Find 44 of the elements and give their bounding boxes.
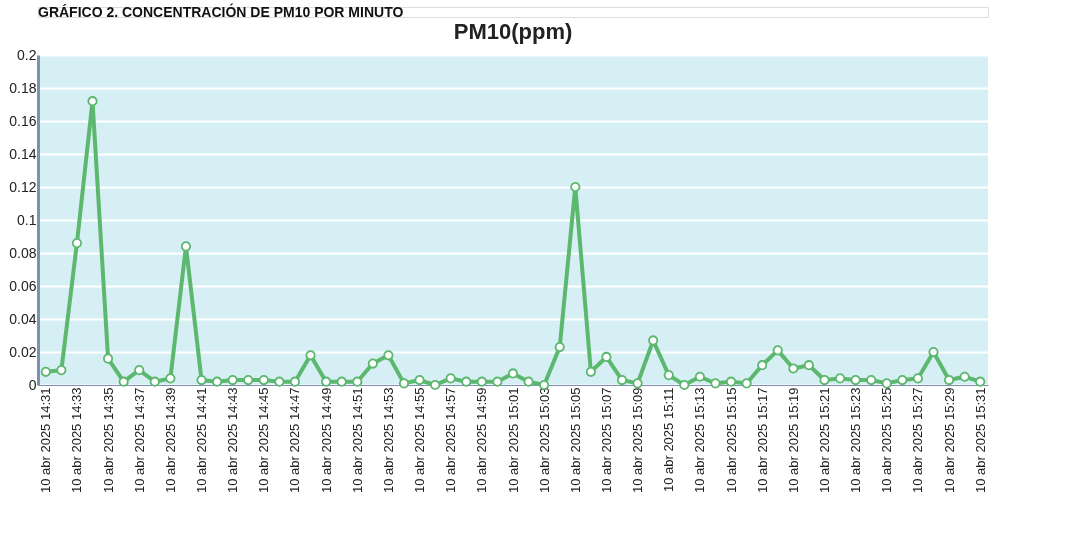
x-tick-label: 10 abr 2025 15:25 <box>879 387 895 494</box>
x-tick-label: 10 abr 2025 15:09 <box>630 387 646 494</box>
y-tick-label: 0.04 <box>9 310 37 327</box>
chart-title: PM10(ppm) <box>453 19 573 44</box>
x-tick-label: 10 abr 2025 14:59 <box>474 387 490 494</box>
x-tick-label: 10 abr 2025 15:07 <box>598 387 614 494</box>
x-tick-label: 10 abr 2025 15:29 <box>941 387 957 494</box>
x-tick-label: 10 abr 2025 15:13 <box>692 387 708 494</box>
x-tick-label: 10 abr 2025 14:31 <box>38 387 54 494</box>
x-tick-label: 10 abr 2025 14:41 <box>194 387 210 494</box>
y-tick-label: 0.2 <box>17 46 37 63</box>
x-tick-label: 10 abr 2025 14:33 <box>69 387 85 494</box>
x-tick-label: 10 abr 2025 14:57 <box>443 387 459 494</box>
x-tick-label: 10 abr 2025 15:05 <box>567 387 583 494</box>
x-tick-label: 10 abr 2025 14:37 <box>131 387 147 494</box>
x-tick-label: 10 abr 2025 15:17 <box>754 387 770 494</box>
y-tick-label: 0.18 <box>9 79 37 96</box>
x-tick-label: 10 abr 2025 15:19 <box>785 387 801 494</box>
x-tick-label: 10 abr 2025 15:11 <box>661 387 677 493</box>
x-tick-label: 10 abr 2025 14:39 <box>162 387 178 494</box>
y-tick-label: 0.12 <box>9 178 37 195</box>
x-tick-label: 10 abr 2025 15:23 <box>848 387 864 494</box>
y-tick-label: 0 <box>28 376 37 393</box>
x-tick-label: 10 abr 2025 14:35 <box>100 387 116 494</box>
x-tick-label: 10 abr 2025 14:43 <box>225 387 241 494</box>
x-tick-label: 10 abr 2025 15:03 <box>536 387 552 494</box>
y-tick-label: 0.14 <box>9 145 37 162</box>
x-tick-label: 10 abr 2025 14:45 <box>256 387 272 494</box>
y-tick-label: 0.1 <box>17 211 37 228</box>
x-tick-label: 10 abr 2025 15:27 <box>910 387 926 494</box>
x-tick-label: 10 abr 2025 14:53 <box>380 387 396 494</box>
y-tick-label: 0.02 <box>9 343 37 360</box>
x-tick-label: 10 abr 2025 15:21 <box>816 387 832 494</box>
x-tick-label: 10 abr 2025 14:49 <box>318 387 334 494</box>
x-tick-label: 10 abr 2025 15:01 <box>505 387 521 494</box>
x-tick-label: 10 abr 2025 14:47 <box>287 387 303 494</box>
x-tick-label: 10 abr 2025 15:15 <box>723 387 739 494</box>
text: GRÁFICO 2. CONCENTRACIÓN DE PM10 POR MINUTO <box>38 3 404 20</box>
x-tick-label: 10 abr 2025 14:51 <box>349 387 365 494</box>
x-tick-label: 10 abr 2025 14:55 <box>412 387 428 494</box>
y-tick-label: 0.06 <box>9 277 37 294</box>
y-tick-label: 0.16 <box>9 112 37 129</box>
y-tick-label: 0.08 <box>9 244 37 261</box>
x-tick-label: 10 abr 2025 15:31 <box>972 387 988 494</box>
